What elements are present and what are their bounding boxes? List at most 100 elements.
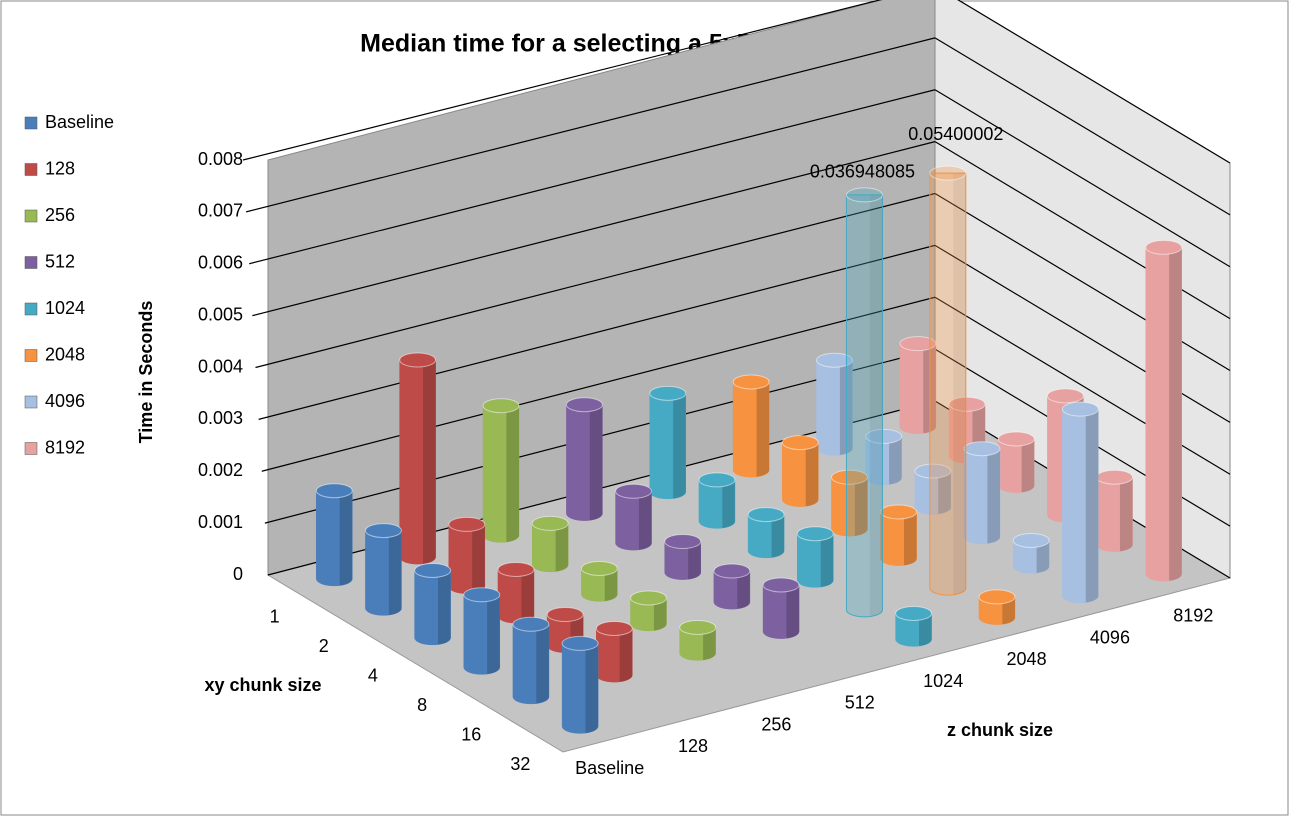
bar-shade	[438, 570, 451, 645]
bar-shade	[673, 393, 686, 499]
bar-group	[364, 523, 402, 616]
bar	[895, 613, 932, 647]
bar-top	[497, 561, 535, 577]
bar-top	[880, 504, 918, 520]
bar	[512, 624, 550, 705]
bar-group	[482, 398, 520, 543]
bar-top	[948, 396, 986, 412]
bar-top	[929, 165, 967, 181]
x-tick-label: 4	[368, 666, 378, 686]
bar-top	[1012, 532, 1050, 548]
bar-shade	[1021, 438, 1035, 493]
z-tick-label: 512	[845, 693, 875, 713]
bar	[664, 541, 701, 580]
bar-top	[595, 620, 633, 636]
bar-group	[929, 165, 967, 596]
bar-shade	[1002, 596, 1015, 625]
bar-group	[448, 516, 486, 594]
bar-top	[865, 428, 903, 444]
bar-top	[565, 397, 603, 413]
bar-shade	[521, 569, 534, 623]
bar	[963, 448, 1001, 545]
z-tick-label: 4096	[1090, 627, 1130, 647]
x-tick-label: 2	[319, 636, 329, 656]
y-tick-label: 0.006	[198, 253, 243, 273]
bar-shade	[771, 514, 785, 558]
bar-top	[664, 534, 702, 549]
grid-line	[934, 89, 1231, 268]
bar-top	[679, 619, 717, 635]
bar-group	[895, 605, 933, 647]
grid-line	[245, 37, 936, 213]
bar-shade	[487, 594, 500, 675]
y-tick-label: 0.005	[198, 304, 243, 324]
bar	[679, 627, 716, 661]
bar-group	[497, 561, 535, 624]
legend-swatch	[24, 116, 38, 130]
bar-shade	[688, 541, 701, 580]
bar-group	[747, 507, 785, 559]
bar-shade	[756, 381, 770, 477]
grid-line	[957, 0, 1231, 164]
bar-shade	[869, 194, 883, 617]
bar-group	[816, 352, 854, 456]
bar-shade	[653, 597, 667, 631]
bar-top	[580, 560, 618, 576]
z-tick-label: Baseline	[575, 758, 644, 778]
legend-label: 8192	[45, 437, 85, 457]
bar	[698, 479, 736, 529]
bar-group	[414, 562, 452, 646]
bar-shade	[472, 524, 485, 594]
grid-line	[242, 0, 882, 161]
bar-group	[1061, 401, 1099, 604]
bar-top	[615, 483, 653, 499]
bar	[978, 596, 1016, 625]
bar-group	[978, 589, 1016, 625]
bar-top	[561, 635, 599, 651]
bar	[880, 511, 917, 566]
z-tick-label: 128	[678, 736, 708, 756]
bar-shade	[904, 511, 917, 566]
grid-line	[258, 244, 936, 420]
bar	[1062, 408, 1099, 604]
bar-shade	[555, 523, 569, 572]
bar-group	[615, 483, 653, 551]
y-tick-label: 0.007	[198, 201, 243, 221]
grid-line	[934, 37, 1231, 216]
bar-group	[463, 587, 501, 675]
bar	[561, 643, 599, 734]
bar	[732, 381, 770, 478]
bar-group	[997, 431, 1035, 493]
bar-shade	[589, 404, 603, 521]
y-axis-title: Time in Seconds	[136, 301, 156, 444]
bar-top	[414, 562, 452, 578]
bar-group	[315, 483, 353, 587]
bar-top	[1061, 401, 1099, 417]
bar-top	[531, 515, 569, 531]
bar-shade	[423, 360, 436, 564]
bar-shade	[1169, 247, 1182, 581]
bar-top	[1145, 239, 1183, 255]
bar-shade	[919, 613, 932, 647]
bar-shade	[805, 442, 819, 507]
bar-top	[845, 187, 883, 203]
bar	[316, 490, 353, 587]
grid-line	[252, 141, 936, 317]
bar-shade	[536, 624, 549, 704]
bar-group	[796, 526, 834, 588]
bar	[463, 594, 501, 675]
z-tick-label: 1024	[923, 671, 963, 691]
bar-top	[732, 374, 770, 390]
bar-shade	[938, 471, 951, 515]
legend-swatch	[24, 395, 38, 409]
bar-group	[899, 336, 937, 434]
bar-group	[713, 563, 751, 610]
bar-group	[830, 469, 868, 537]
bar	[1012, 540, 1050, 574]
bar-top	[781, 435, 819, 451]
x-tick-label: 32	[510, 754, 530, 774]
bar-shade	[585, 643, 599, 734]
bar-group	[1012, 532, 1050, 574]
bar-group	[565, 397, 603, 521]
bar-shade	[820, 533, 834, 588]
